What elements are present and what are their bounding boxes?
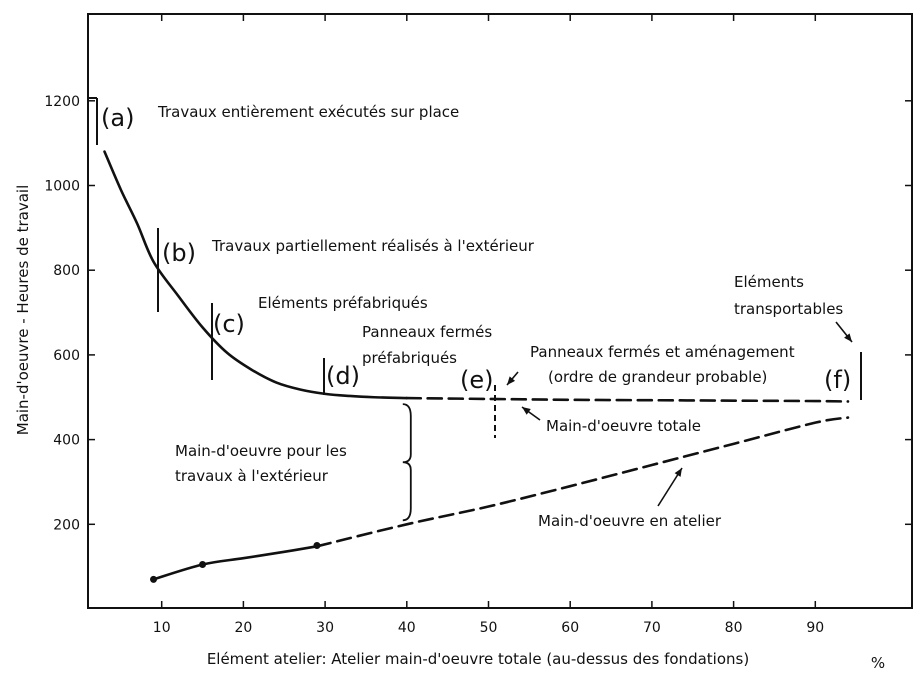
stage-a-letter: (a) [101,104,134,132]
annotation-workshop: Main-d'oeuvre en atelier [538,512,722,530]
series-layer [103,150,850,583]
data-point-2 [313,541,321,549]
stage-b-label: Travaux partiellement réalisés à l'extér… [211,237,535,255]
labels-layer: Elément atelier: Atelier main-d'oeuvre t… [14,103,885,672]
x-axis-label: Elément atelier: Atelier main-d'oeuvre t… [207,650,749,668]
ticks: 10 20 30 40 50 60 70 80 90 200 400 600 800 1000 1200 [44,14,912,636]
stage-marks [89,97,862,522]
plot-frame [87,13,913,609]
x-tick-label: 80 [725,620,743,636]
y-tick-label: 600 [53,348,80,364]
stage-c-label: Eléments préfabriqués [258,294,428,312]
stage-f-label: Eléments [734,273,804,291]
x-tick-label: 10 [153,620,171,636]
stage-c-letter: (c) [213,310,245,338]
x-tick-label: 40 [398,620,416,636]
series-line-2 [152,545,319,581]
stage-f-label-2: transportables [734,300,843,318]
y-tick-label: 200 [53,517,80,533]
stage-e-label: Panneaux fermés et aménagement [530,343,795,361]
data-point-1 [199,561,207,569]
annotation-exterior: Main-d'oeuvre pour les [175,442,347,460]
stage-d-label-2: préfabriqués [362,349,457,367]
total-arrow-head [522,407,531,415]
stage-e-letter: (e) [460,366,494,394]
annotation-total: Main-d'oeuvre totale [546,417,701,435]
y-tick-label: 800 [53,263,80,279]
x-tick-label: 90 [806,620,824,636]
workshop-arrow-head [674,468,682,477]
stage-e-label-2: (ordre de grandeur probable) [548,368,767,386]
x-tick-label: 70 [643,620,661,636]
x-tick-label: 50 [480,620,498,636]
series-line-3 [315,416,850,548]
y-tick-label: 400 [53,433,80,449]
stage-f-arrow-head [844,333,852,342]
x-tick-label: 60 [561,620,579,636]
stage-d-label: Panneaux fermés [362,323,492,341]
stage-a-label: Travaux entièrement exécutés sur place [157,103,459,121]
y-tick-label: 1200 [44,94,80,110]
stage-d-letter: (d) [326,362,360,390]
x-unit-label: % [871,654,885,672]
exterior-brace [402,403,412,522]
series-line-1 [405,396,850,403]
annotation-exterior-2: travaux à l'extérieur [175,467,329,485]
y-tick-label: 1000 [44,179,80,195]
stage-e-arrow-head [507,376,516,385]
data-point-0 [150,575,158,583]
stage-f-letter: (f) [824,366,851,394]
axes [87,13,913,609]
y-axis-label: Main-d'oeuvre - Heures de travail [14,185,32,436]
x-tick-label: 20 [234,620,252,636]
series-line-0 [103,150,409,400]
stage-b-letter: (b) [162,239,196,267]
x-tick-label: 30 [316,620,334,636]
